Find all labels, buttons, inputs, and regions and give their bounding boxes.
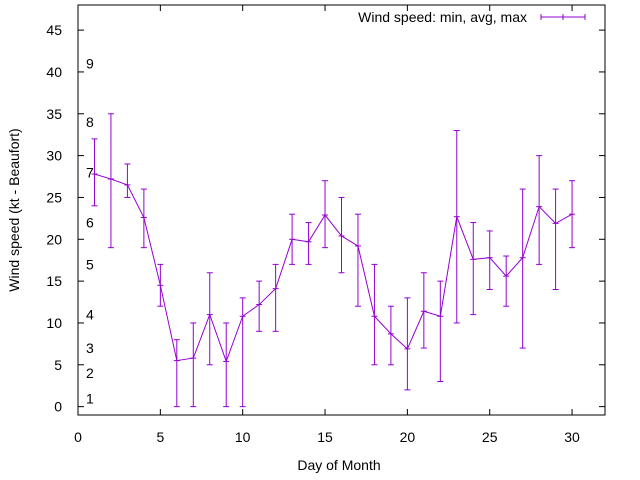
y-tick-label: 30 (46, 148, 62, 164)
data-point (569, 180, 576, 249)
data-point (107, 113, 114, 249)
plot-frame (77, 4, 606, 416)
data-point (157, 263, 164, 307)
data-series (91, 113, 576, 408)
legend-sample (540, 14, 586, 20)
y-tick-label: 45 (46, 22, 62, 38)
data-point (387, 305, 394, 366)
data-point (223, 322, 230, 408)
x-axis-label: Day of Month (297, 457, 380, 473)
data-point (519, 188, 526, 349)
beaufort-label: 6 (86, 215, 94, 231)
legend-label: Wind speed: min, avg, max (358, 9, 527, 25)
data-point (305, 222, 312, 265)
data-point (420, 272, 427, 349)
data-point (536, 155, 543, 265)
beaufort-label: 9 (86, 56, 94, 72)
y-tick-label: 20 (46, 231, 62, 247)
data-point (206, 272, 213, 366)
y-tick-label: 25 (46, 189, 62, 205)
beaufort-label: 5 (86, 256, 94, 272)
data-point (470, 222, 477, 316)
data-point (371, 263, 378, 366)
data-point (256, 280, 263, 332)
data-point (173, 339, 180, 408)
x-tick-label: 5 (156, 429, 164, 445)
data-point (486, 230, 493, 290)
data-point (503, 255, 510, 307)
beaufort-scale-labels: 1 2 3 4 5 6 7 8 9 (86, 56, 94, 407)
data-point (437, 280, 444, 383)
y-tick-label: 40 (46, 64, 62, 80)
beaufort-label: 1 (86, 390, 94, 406)
x-tick-label: 10 (235, 429, 251, 445)
y-tick-label: 10 (46, 315, 62, 331)
data-point (453, 130, 460, 324)
data-point (354, 213, 361, 307)
data-point (239, 297, 246, 408)
y-tick-label: 5 (54, 357, 62, 373)
x-tick-label: 15 (317, 429, 333, 445)
data-point (322, 180, 329, 249)
beaufort-label: 8 (86, 114, 94, 130)
series-line (94, 173, 573, 363)
data-point (289, 213, 296, 265)
data-point (190, 322, 197, 408)
data-point (552, 188, 559, 290)
x-tick-label: 25 (482, 429, 498, 445)
y-tick-label: 35 (46, 106, 62, 122)
data-point (338, 196, 345, 274)
y-tick-label: 0 (54, 399, 62, 415)
x-tick-label: 0 (74, 429, 82, 445)
beaufort-label: 2 (86, 365, 94, 381)
legend: Wind speed: min, avg, max (358, 9, 586, 25)
data-point (91, 138, 98, 207)
y-tick-label: 15 (46, 273, 62, 289)
beaufort-label: 7 (86, 164, 94, 180)
data-point (124, 163, 131, 198)
data-point (272, 263, 279, 332)
data-point (404, 297, 411, 391)
x-tick-label: 20 (400, 429, 416, 445)
beaufort-label: 4 (86, 307, 94, 323)
data-point (140, 188, 147, 249)
y-axis-label: Wind speed (kt - Beaufort) (6, 128, 22, 291)
x-tick-label: 30 (564, 429, 580, 445)
beaufort-label: 3 (86, 340, 94, 356)
